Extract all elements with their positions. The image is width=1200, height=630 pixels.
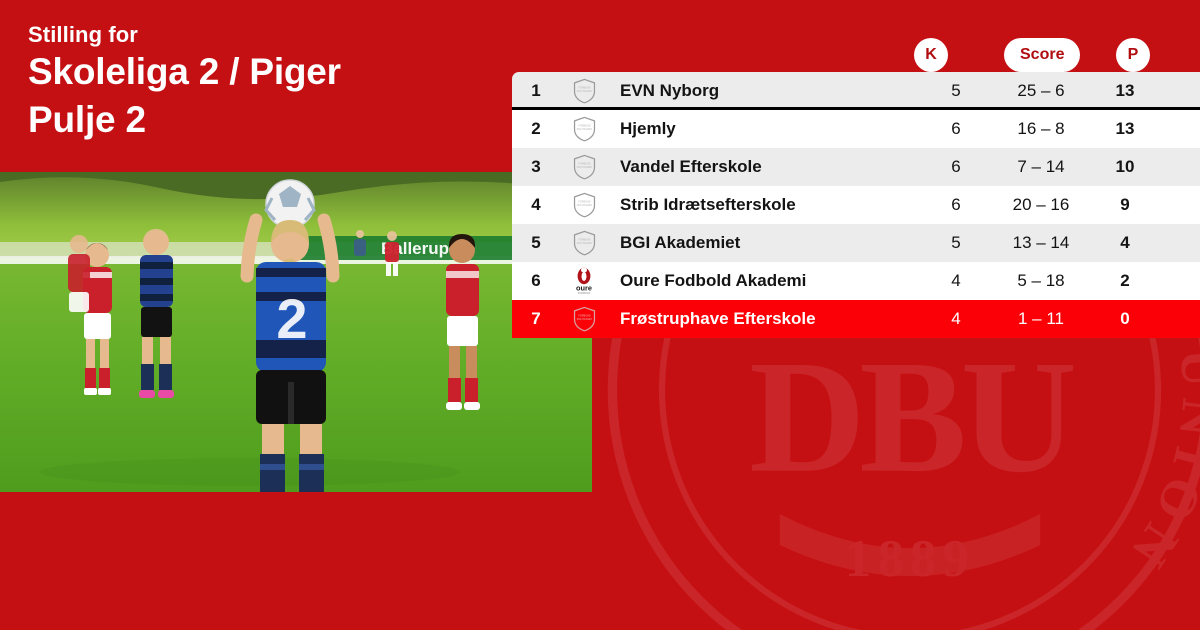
row-position: 6 bbox=[531, 271, 541, 290]
row-team-name: Hjemly bbox=[620, 119, 676, 138]
table-row[interactable]: 6 oure FODBOLD Oure Fodbold Akademi 4 5 … bbox=[512, 262, 1200, 300]
row-team-name: Frøstruphave Efterskole bbox=[620, 309, 816, 328]
row-team-name: Vandel Efterskole bbox=[620, 157, 762, 176]
row-score: 13 – 14 bbox=[1012, 233, 1070, 252]
page-title-line2: Pulje 2 bbox=[28, 99, 146, 140]
row-score: 25 – 6 bbox=[1017, 81, 1065, 100]
shield-generic-icon: FORBUND PAA HOLDET bbox=[560, 78, 608, 104]
svg-text:FORBUND: FORBUND bbox=[578, 163, 590, 166]
svg-text:FORBUND: FORBUND bbox=[578, 125, 590, 128]
table-row[interactable]: 3 FORBUND PAA HOLDET Vandel Efterskole 6… bbox=[512, 148, 1200, 186]
svg-text:FORBUND: FORBUND bbox=[578, 87, 590, 90]
svg-text:DBU: DBU bbox=[749, 327, 1074, 506]
shield-generic-icon: FORBUND PAA HOLDET bbox=[560, 230, 608, 256]
row-score: 7 – 14 bbox=[1017, 157, 1065, 176]
row-matches: 4 bbox=[951, 309, 961, 328]
row-position: 3 bbox=[531, 157, 541, 176]
row-matches: 5 bbox=[951, 233, 961, 252]
match-photo: Ballerup bbox=[0, 172, 592, 492]
svg-text:PAA HOLDET: PAA HOLDET bbox=[576, 128, 592, 131]
row-matches: 6 bbox=[951, 119, 961, 138]
row-team-name: BGI Akademiet bbox=[620, 233, 741, 252]
svg-text:FODBOLD: FODBOLD bbox=[578, 291, 591, 295]
row-score: 1 – 11 bbox=[1017, 309, 1064, 328]
table-row[interactable]: 5 FORBUND PAA HOLDET BGI Akademiet 5 13 … bbox=[512, 224, 1200, 262]
row-position: 5 bbox=[531, 233, 541, 252]
column-badge-matches: K bbox=[914, 38, 948, 72]
row-points: 2 bbox=[1120, 271, 1130, 290]
row-score: 20 – 16 bbox=[1012, 195, 1070, 214]
row-position: 1 bbox=[531, 81, 541, 100]
svg-text:FORBUND: FORBUND bbox=[578, 239, 590, 242]
header-kicker: Stilling for bbox=[28, 22, 138, 47]
svg-text:PAA HOLDET: PAA HOLDET bbox=[576, 166, 592, 169]
row-points: 0 bbox=[1120, 309, 1130, 328]
row-matches: 6 bbox=[951, 157, 961, 176]
svg-text:PAA HOLDET: PAA HOLDET bbox=[576, 242, 592, 245]
poster-footer: BOLDSPIL UNION DANSK DBU 1889 DBU JYLLAN… bbox=[0, 492, 1200, 630]
row-team-name: Strib Idrætsefterskole bbox=[620, 195, 796, 214]
row-points: 10 bbox=[1115, 157, 1135, 176]
shield-generic-icon: FORBUND PAA HOLDET bbox=[560, 116, 608, 142]
row-score: 16 – 8 bbox=[1017, 119, 1065, 138]
column-badge-points: P bbox=[1116, 38, 1150, 72]
oure-club-logo: oure FODBOLD bbox=[560, 267, 608, 295]
poster-header: Stilling for Skoleliga 2 / Piger Pulje 2 bbox=[0, 0, 1200, 172]
shield-generic-icon: FORBUND PAA HOLDET bbox=[560, 154, 608, 180]
row-team-name: Oure Fodbold Akademi bbox=[620, 271, 807, 290]
row-score: 5 – 18 bbox=[1017, 271, 1065, 290]
page-title-line1: Skoleliga 2 / Piger bbox=[28, 51, 341, 92]
row-points: 13 bbox=[1115, 119, 1135, 138]
row-position: 2 bbox=[531, 119, 541, 138]
svg-text:PAA HOLDET: PAA HOLDET bbox=[576, 204, 592, 207]
svg-text:2: 2 bbox=[276, 287, 307, 350]
row-position: 4 bbox=[531, 195, 541, 214]
standings-table: 1 FORBUND PAA HOLDET EVN Nyborg 5 25 – 6… bbox=[512, 72, 1200, 338]
table-column-badges: K Score P bbox=[0, 0, 1200, 72]
table-row[interactable]: 2 FORBUND PAA HOLDET Hjemly 6 16 – 8 13 bbox=[512, 110, 1200, 148]
svg-text:PAA HOLDET: PAA HOLDET bbox=[576, 318, 592, 321]
shield-generic-icon: FORBUND PAA HOLDET bbox=[560, 306, 608, 332]
row-matches: 4 bbox=[951, 271, 961, 290]
shield-generic-icon: FORBUND PAA HOLDET bbox=[560, 192, 608, 218]
table-row[interactable]: 7 FORBUND PAA HOLDET Frøstruphave Efters… bbox=[512, 300, 1200, 338]
svg-text:FORBUND: FORBUND bbox=[578, 315, 590, 318]
column-badge-score: Score bbox=[1004, 38, 1081, 72]
row-points: 13 bbox=[1115, 81, 1135, 100]
table-row[interactable]: 1 FORBUND PAA HOLDET EVN Nyborg 5 25 – 6… bbox=[512, 72, 1200, 110]
row-matches: 6 bbox=[951, 195, 961, 214]
table-row[interactable]: 4 FORBUND PAA HOLDET Strib Idrætseftersk… bbox=[512, 186, 1200, 224]
svg-text:FORBUND: FORBUND bbox=[578, 201, 590, 204]
row-points: 4 bbox=[1120, 233, 1130, 252]
svg-text:PAA HOLDET: PAA HOLDET bbox=[576, 90, 592, 93]
svg-text:oure: oure bbox=[576, 284, 592, 293]
row-points: 9 bbox=[1120, 195, 1130, 214]
row-matches: 5 bbox=[951, 81, 961, 100]
row-position: 7 bbox=[531, 309, 541, 328]
row-team-name: EVN Nyborg bbox=[620, 81, 720, 100]
